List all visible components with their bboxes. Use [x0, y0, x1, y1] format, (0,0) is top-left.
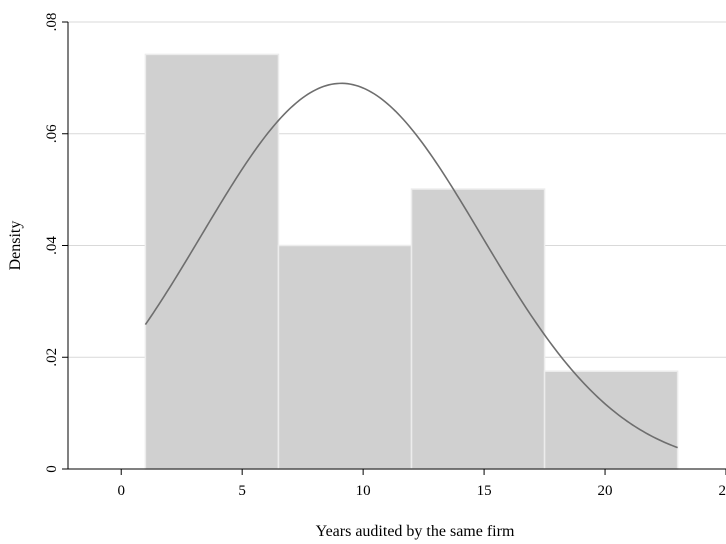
histogram-bars — [144, 53, 679, 470]
density-curve-layer — [144, 82, 678, 449]
x-axis-title: Years audited by the same firm — [316, 523, 515, 540]
histogram-bar — [144, 53, 280, 470]
density-curve — [144, 82, 678, 449]
y-tick-label: .02 — [44, 348, 60, 367]
y-tick-label: .04 — [44, 236, 60, 255]
y-tick-label: .06 — [44, 124, 60, 143]
y-tick-label: .08 — [44, 13, 60, 32]
histogram-bar — [277, 244, 413, 470]
x-tick-label: 20 — [598, 483, 613, 499]
x-tick-label: 15 — [477, 483, 492, 499]
y-axis-title: Density — [7, 221, 24, 271]
histogram-bar — [410, 188, 546, 470]
x-tick-label: 0 — [117, 483, 125, 499]
x-tick-label: 25 — [719, 483, 726, 499]
histogram-bar — [543, 370, 679, 470]
x-tick-label: 5 — [238, 483, 246, 499]
x-axis-ticks: 0 5 10 15 20 25 — [117, 469, 726, 499]
x-tick-label: 10 — [356, 483, 371, 499]
y-axis-ticks: 0 .02 .04 .06 .08 — [44, 13, 68, 473]
y-tick-label: 0 — [44, 465, 60, 473]
